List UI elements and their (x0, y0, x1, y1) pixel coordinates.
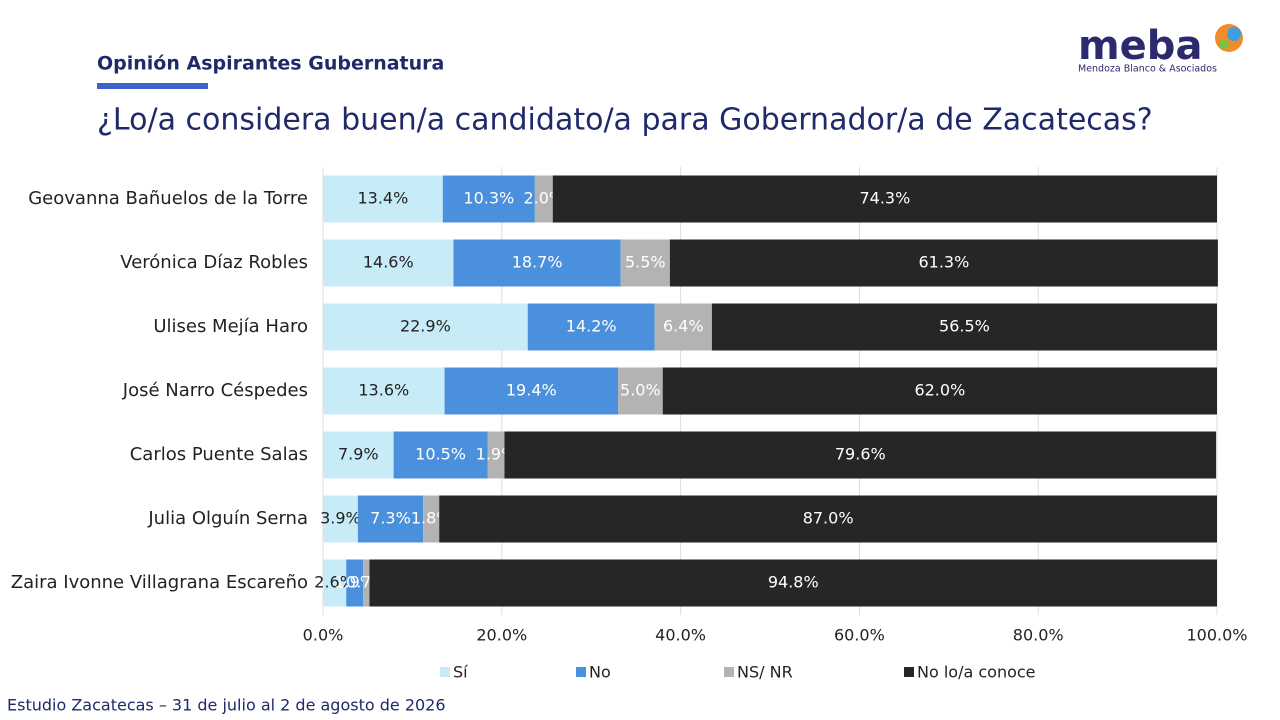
legend-swatch (440, 667, 450, 677)
value-label: 13.4% (357, 189, 408, 208)
y-tick-label: Julia Olguín Serna (147, 508, 308, 529)
logo-text: meba (1078, 23, 1202, 69)
bar-segment (444, 367, 619, 415)
legend-swatch (904, 667, 914, 677)
y-tick-label: Ulises Mejía Haro (153, 316, 308, 337)
chart-title: ¿Lo/a considera buen/a candidato/a para … (97, 103, 1153, 138)
x-tick-label: 60.0% (834, 626, 885, 645)
bar-segment (323, 367, 445, 415)
x-tick-label: 0.0% (303, 626, 344, 645)
value-label: 79.6% (835, 445, 886, 464)
bar-segment (323, 175, 443, 223)
value-label: 5.0% (620, 381, 661, 400)
bar-segment (669, 239, 1218, 287)
logo: meba Mendoza Blanco & Asociados (1078, 23, 1243, 75)
value-label: 22.9% (400, 317, 451, 336)
value-label: 74.3% (859, 189, 910, 208)
legend-label: No (589, 663, 611, 682)
bar-segment (323, 303, 528, 351)
value-label: 14.6% (363, 253, 414, 272)
bar-segment (654, 303, 712, 351)
bar-segment (534, 175, 553, 223)
bar-segment (552, 175, 1217, 223)
y-tick-label: Carlos Puente Salas (130, 444, 308, 465)
bar-segment (439, 495, 1218, 543)
value-label: 10.3% (463, 189, 514, 208)
bar-segment (662, 367, 1217, 415)
x-tick-label: 20.0% (476, 626, 527, 645)
logo-icon (1219, 39, 1229, 49)
value-label: 19.4% (506, 381, 557, 400)
y-tick-label: José Narro Céspedes (122, 380, 308, 401)
x-tick-label: 100.0% (1186, 626, 1247, 645)
title-underline (97, 83, 208, 89)
section-title: Opinión Aspirantes Gubernatura (97, 53, 444, 75)
legend-label: NS/ NR (737, 663, 793, 682)
bar-segment (711, 303, 1217, 351)
bar-segment (442, 175, 535, 223)
bar-segment (323, 495, 358, 543)
legend-label: Sí (453, 663, 468, 682)
bar-segment (393, 431, 488, 479)
value-label: 5.5% (625, 253, 666, 272)
value-label: 10.5% (415, 445, 466, 464)
y-tick-label: Verónica Díaz Robles (120, 252, 308, 273)
bar-segment (363, 559, 370, 607)
bar-segment (323, 431, 394, 479)
value-label: 18.7% (512, 253, 563, 272)
legend-swatch (724, 667, 734, 677)
value-label: 3.9% (320, 509, 361, 528)
bar-segment (453, 239, 621, 287)
bar-segment (369, 559, 1217, 607)
bar-segment (346, 559, 364, 607)
value-label: 2.6% (314, 573, 355, 592)
legend-label: No lo/a conoce (917, 663, 1036, 682)
logo-icon (1227, 27, 1241, 41)
bar-segment (323, 559, 347, 607)
value-label: 13.6% (358, 381, 409, 400)
legend-swatch (576, 667, 586, 677)
bar-segment (357, 495, 424, 543)
bar-segment (504, 431, 1217, 479)
value-label: 87.0% (803, 509, 854, 528)
y-tick-label: Geovanna Bañuelos de la Torre (28, 188, 308, 209)
value-label: 7.9% (338, 445, 379, 464)
value-label: 94.8% (768, 573, 819, 592)
bar-segment (620, 239, 670, 287)
value-label: 14.2% (566, 317, 617, 336)
x-tick-label: 80.0% (1013, 626, 1064, 645)
y-tick-label: Zaira Ivonne Villagrana Escareño (11, 572, 308, 593)
value-label: 61.3% (918, 253, 969, 272)
value-label: 7.3% (370, 509, 411, 528)
footer-note: Estudio Zacatecas – 31 de julio al 2 de … (7, 696, 446, 715)
logo-subtitle: Mendoza Blanco & Asociados (1078, 64, 1217, 75)
x-tick-label: 40.0% (655, 626, 706, 645)
value-label: 6.4% (663, 317, 704, 336)
bar-segment (618, 367, 663, 415)
bar-segment (527, 303, 655, 351)
bar-segment (487, 431, 505, 479)
value-label: 62.0% (914, 381, 965, 400)
value-label: 56.5% (939, 317, 990, 336)
bar-segment (323, 239, 454, 287)
bar-segment (423, 495, 440, 543)
